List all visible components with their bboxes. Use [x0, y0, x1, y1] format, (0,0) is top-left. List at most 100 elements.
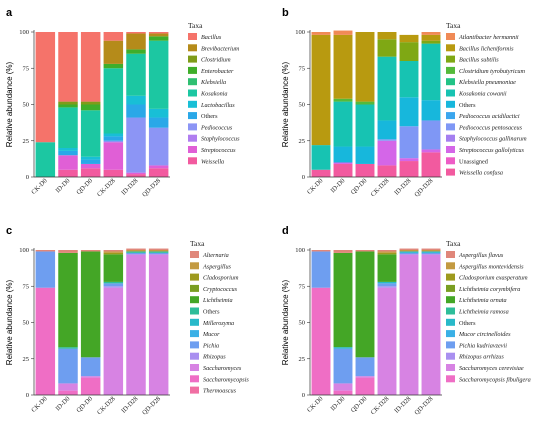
legend-label: Others [459, 102, 476, 109]
bar-segment [80, 163, 101, 169]
x-tick-label: CK-D28 [370, 395, 391, 416]
legend-title: Taxa [190, 239, 205, 248]
panel-label: c [6, 225, 12, 237]
legend-label: Kosakonia [200, 91, 227, 98]
bar-segment [355, 101, 375, 105]
bar-segment [80, 101, 101, 105]
legend-swatch [190, 273, 199, 281]
bar-segment [355, 32, 375, 102]
y-tick-label: 75 [299, 283, 306, 290]
bar-segment [103, 281, 124, 284]
bar-segment [58, 390, 78, 395]
legend-label: Pediococcus acidilactici [458, 113, 520, 120]
bar-segment [355, 377, 375, 395]
bar-segment [421, 32, 441, 35]
bar-segment [103, 287, 124, 395]
bar-segment [377, 286, 397, 288]
legend-swatch [446, 44, 455, 52]
legend-label: Others [459, 320, 476, 327]
bar-segment [399, 126, 419, 159]
bar-segment [126, 174, 146, 177]
bar-segment [103, 286, 124, 288]
legend-label: Lichtheimia ramosa [458, 309, 509, 316]
legend-title: Taxa [188, 21, 203, 30]
bar-segment [58, 107, 78, 148]
bar-segment [58, 148, 78, 151]
bar-segment [333, 163, 353, 177]
bar-segment [148, 248, 169, 250]
legend-swatch [446, 273, 455, 281]
bar-segment [148, 252, 169, 255]
bar-segment [103, 169, 124, 177]
bar-segment [333, 162, 353, 164]
bar-segment [126, 117, 146, 173]
legend-swatch [446, 157, 455, 165]
bar-segment [421, 40, 441, 44]
bar-segment [126, 53, 146, 96]
y-tick-label: 100 [19, 247, 29, 254]
bar-segment [80, 110, 101, 157]
bar-segment [333, 30, 353, 35]
legend-swatch [188, 123, 197, 131]
legend-swatch [446, 251, 455, 258]
legend-swatch [188, 134, 197, 142]
legend-label: Pichia kudriavzevii [458, 342, 507, 349]
bar-segment [148, 254, 169, 395]
legend-swatch [446, 100, 455, 108]
bar-segment [377, 281, 397, 284]
bar-segment [148, 165, 169, 169]
legend-label: Pediococcus [200, 124, 233, 131]
legend-label: Bacillus subtilis [459, 57, 499, 64]
x-tick-label: ID-D0 [329, 395, 346, 412]
legend-swatch [446, 375, 455, 383]
x-tick-label: ID-D0 [54, 395, 71, 412]
x-tick-label: QD-D0 [350, 177, 369, 196]
bar-segment [333, 34, 353, 99]
bar-segment [80, 159, 101, 164]
bar-segment [35, 32, 56, 143]
legend-label: Thermoascus [203, 388, 237, 395]
x-tick-label: QD-D0 [75, 177, 94, 196]
legend-label: Bacillus licheniformis [459, 45, 514, 52]
y-tick-label: 100 [19, 29, 29, 36]
bar-segment [377, 252, 397, 255]
bar-segment [35, 142, 56, 177]
legend-label: Weissella [201, 158, 224, 165]
bar-segment [421, 100, 441, 121]
x-tick-label: CK-D28 [370, 177, 391, 198]
bar-segment [126, 254, 146, 395]
bar-segment [311, 34, 331, 146]
legend-title: Taxa [446, 239, 461, 248]
bar-segment [421, 43, 441, 101]
bar-segment [80, 250, 101, 252]
bar-segment [80, 376, 101, 378]
legend-label: Pediococcus pentosaceus [458, 124, 523, 131]
legend-label: Streptococcus gallolyticus [459, 147, 524, 154]
legend-swatch [446, 330, 455, 338]
bar-segment [311, 145, 331, 170]
legend-swatch [190, 375, 199, 383]
x-tick-label: QD-D28 [141, 395, 162, 416]
bar-segment [148, 127, 169, 166]
bar-segment [126, 32, 146, 34]
legend-swatch [188, 100, 197, 108]
bar-segment [355, 250, 375, 252]
bar-segment [399, 34, 419, 43]
x-tick-label: ID-D28 [120, 395, 139, 414]
bar-segment [421, 252, 441, 255]
bar-segment [148, 117, 169, 128]
bar-segment [103, 32, 124, 41]
panel-label: b [282, 7, 289, 19]
bar-segment [399, 161, 419, 177]
legend-swatch [446, 284, 455, 292]
bar-segment [333, 250, 353, 253]
bar-segment [355, 251, 375, 358]
bar-segment [377, 283, 397, 287]
bar-segment [103, 68, 124, 134]
legend-swatch [190, 307, 199, 315]
legend-swatch [190, 386, 199, 394]
bar-segment [58, 348, 78, 384]
x-tick-label: QD-D28 [413, 395, 434, 416]
bar-segment [377, 287, 397, 395]
bar-segment [80, 156, 101, 160]
